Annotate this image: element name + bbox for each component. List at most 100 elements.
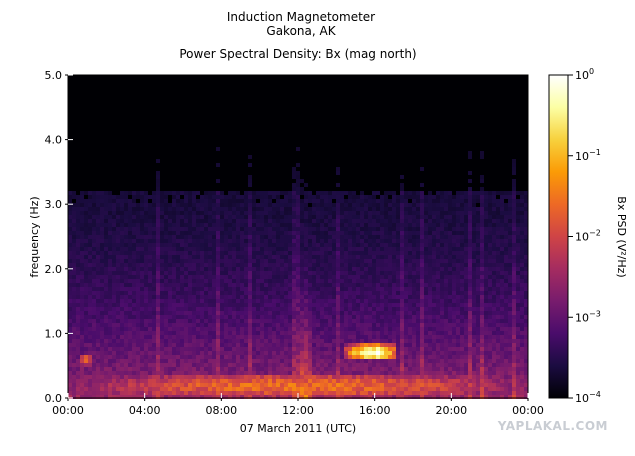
spectrogram-cell <box>200 323 204 327</box>
spectrogram-cell <box>448 255 452 259</box>
spectrogram-cell <box>364 315 368 319</box>
spectrogram-cell <box>256 327 260 331</box>
spectrogram-cell <box>316 211 320 215</box>
spectrogram-cell <box>184 331 188 335</box>
spectrogram-cell <box>312 195 316 199</box>
spectrogram-cell <box>116 279 120 283</box>
spectrogram-cell <box>320 343 324 347</box>
spectrogram-cell <box>68 319 72 323</box>
spectrogram-cell <box>316 291 320 295</box>
spectrogram-cell <box>224 279 228 283</box>
spectrogram-cell <box>108 271 112 275</box>
spectrogram-cell <box>444 227 448 231</box>
spectrogram-cell <box>344 263 348 267</box>
spectrogram-cell <box>304 331 308 335</box>
spectrogram-cell <box>216 255 220 259</box>
spectrogram-cell <box>184 307 188 311</box>
spectrogram-cell <box>100 259 104 263</box>
spectrogram-cell <box>208 303 212 307</box>
spectrogram-cell <box>408 387 412 391</box>
spectrogram-cell <box>252 199 256 203</box>
spectrogram-cell <box>424 343 428 347</box>
spectrogram-cell <box>328 279 332 283</box>
spectrogram-cell <box>100 355 104 359</box>
spectrogram-cell <box>204 267 208 271</box>
spectrogram-cell <box>176 395 180 399</box>
spectrogram-cell <box>236 371 240 375</box>
spectrogram-cell <box>288 291 292 295</box>
spectrogram-cell <box>148 283 152 287</box>
spectrogram-cell <box>200 291 204 295</box>
spectrogram-cell <box>68 351 72 355</box>
spectrogram-cell <box>300 295 304 299</box>
spectrogram-cell <box>80 287 84 291</box>
spectrogram-cell <box>160 227 164 231</box>
spectrogram-cell <box>228 395 232 399</box>
spectrogram-cell <box>140 199 144 203</box>
spectrogram-cell <box>392 251 396 255</box>
spectrogram-cell <box>348 347 352 351</box>
spectrogram-cell <box>188 395 192 399</box>
spectrogram-cell <box>188 247 192 251</box>
spectrogram-cell <box>424 355 428 359</box>
spectrogram-cell <box>436 327 440 331</box>
spectrogram-cell <box>360 263 364 267</box>
spectrogram-cell <box>328 243 332 247</box>
spectrogram-cell <box>216 339 220 343</box>
spectrogram-cell <box>312 367 316 371</box>
spectrogram-cell <box>156 255 160 259</box>
spectrogram-cell <box>448 327 452 331</box>
spectrogram-cell <box>192 351 196 355</box>
spectrogram-cell <box>236 291 240 295</box>
spectrogram-cell <box>448 379 452 383</box>
spectrogram-cell <box>256 387 260 391</box>
spectrogram-cell <box>136 359 140 363</box>
spectrogram-cell <box>320 351 324 355</box>
spectrogram-cell <box>312 383 316 387</box>
spectrogram-cell <box>364 255 368 259</box>
spectrogram-cell <box>340 295 344 299</box>
spectrogram-cell <box>224 387 228 391</box>
spectrogram-cell <box>372 231 376 235</box>
spectrogram-cell <box>84 391 88 395</box>
spectrogram-cell <box>396 375 400 379</box>
spectrogram-cell <box>116 267 120 271</box>
spectrogram-cell <box>344 255 348 259</box>
spectrogram-cell <box>324 255 328 259</box>
spectrogram-cell <box>132 295 136 299</box>
spectrogram-cell <box>248 283 252 287</box>
spectrogram-cell <box>304 271 308 275</box>
spectrogram-cell <box>236 259 240 263</box>
spectrogram-cell <box>360 323 364 327</box>
spectrogram-cell <box>172 387 176 391</box>
spectrogram-cell <box>440 287 444 291</box>
spectrogram-cell <box>240 263 244 267</box>
spectrogram-cell <box>368 387 372 391</box>
spectrogram-cell <box>144 355 148 359</box>
spectrogram-cell <box>144 303 148 307</box>
spectrogram-cell <box>88 251 92 255</box>
spectrogram-cell <box>396 391 400 395</box>
spectrogram-cell <box>256 271 260 275</box>
spectrogram-cell <box>252 207 256 211</box>
spectrogram-cell <box>80 235 84 239</box>
spectrogram-cell <box>284 263 288 267</box>
spectrogram-cell <box>188 287 192 291</box>
spectrogram-cell <box>372 319 376 323</box>
spectrogram-cell <box>196 279 200 283</box>
spectrogram-cell <box>220 191 224 195</box>
spectrogram-cell <box>320 391 324 395</box>
spectrogram-cell <box>84 395 88 399</box>
spectrogram-cell <box>280 343 284 347</box>
spectrogram-cell <box>276 267 280 271</box>
spectrogram-cell <box>244 191 248 195</box>
spectrogram-cell <box>100 391 104 395</box>
spectrogram-cell <box>160 219 164 223</box>
spectrogram-cell <box>144 231 148 235</box>
spectrogram-cell <box>216 163 220 167</box>
spectrogram-cell <box>256 343 260 347</box>
spectrogram-cell <box>380 231 384 235</box>
spectrogram-cell <box>260 323 264 327</box>
spectrogram-cell <box>368 371 372 375</box>
spectrogram-cell <box>224 223 228 227</box>
